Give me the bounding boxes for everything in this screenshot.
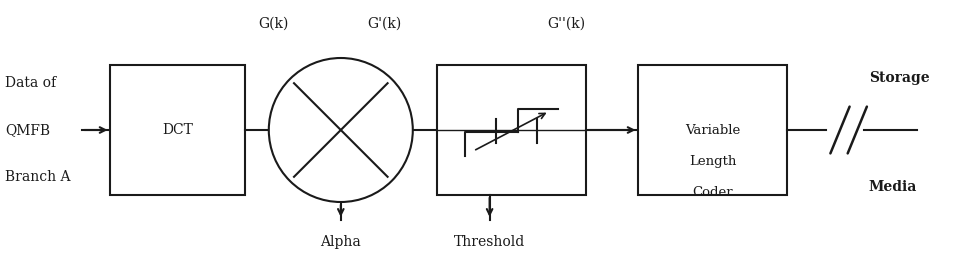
Ellipse shape (269, 58, 413, 202)
Text: Data of: Data of (5, 76, 56, 90)
Bar (110, 65, 245, 195)
Bar (437, 65, 586, 195)
Text: G(k): G(k) (258, 16, 289, 30)
Text: Alpha: Alpha (321, 235, 361, 249)
Text: Threshold: Threshold (454, 235, 525, 249)
Text: Branch A: Branch A (5, 170, 70, 184)
Text: G'(k): G'(k) (367, 16, 401, 30)
Text: Length: Length (689, 155, 736, 168)
Text: G''(k): G''(k) (547, 16, 586, 30)
Bar (638, 65, 787, 195)
Text: Variable: Variable (685, 124, 740, 136)
Text: DCT: DCT (162, 123, 193, 137)
Text: QMFB: QMFB (5, 123, 50, 137)
Text: Storage: Storage (869, 71, 929, 85)
Text: Coder: Coder (692, 186, 733, 199)
Text: Media: Media (869, 180, 917, 194)
